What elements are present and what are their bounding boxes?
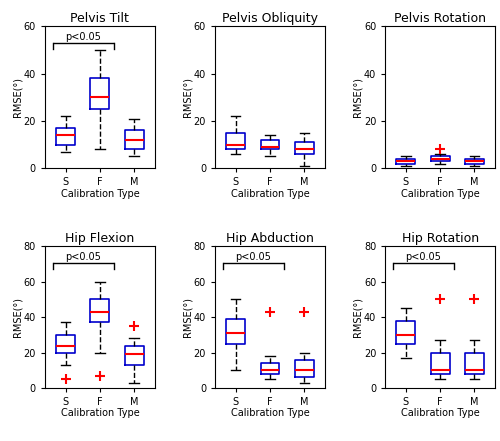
Title: Pelvis Tilt: Pelvis Tilt <box>70 12 130 25</box>
Y-axis label: RMSE(°): RMSE(°) <box>352 77 362 117</box>
Y-axis label: RMSE(°): RMSE(°) <box>352 297 362 337</box>
X-axis label: Calibration Type: Calibration Type <box>230 408 310 419</box>
Title: Pelvis Rotation: Pelvis Rotation <box>394 12 486 25</box>
Y-axis label: RMSE(°): RMSE(°) <box>12 297 22 337</box>
Title: Hip Rotation: Hip Rotation <box>402 232 478 245</box>
X-axis label: Calibration Type: Calibration Type <box>60 408 140 419</box>
X-axis label: Calibration Type: Calibration Type <box>400 189 479 199</box>
Text: p<0.05: p<0.05 <box>65 252 101 262</box>
Title: Hip Abduction: Hip Abduction <box>226 232 314 245</box>
X-axis label: Calibration Type: Calibration Type <box>230 189 310 199</box>
Y-axis label: RMSE(°): RMSE(°) <box>182 297 192 337</box>
Text: p<0.05: p<0.05 <box>236 252 271 262</box>
X-axis label: Calibration Type: Calibration Type <box>400 408 479 419</box>
Title: Pelvis Obliquity: Pelvis Obliquity <box>222 12 318 25</box>
X-axis label: Calibration Type: Calibration Type <box>60 189 140 199</box>
Title: Hip Flexion: Hip Flexion <box>66 232 134 245</box>
Y-axis label: RMSE(°): RMSE(°) <box>182 77 192 117</box>
Text: p<0.05: p<0.05 <box>65 32 101 42</box>
Y-axis label: RMSE(°): RMSE(°) <box>12 77 22 117</box>
Text: p<0.05: p<0.05 <box>406 252 442 262</box>
